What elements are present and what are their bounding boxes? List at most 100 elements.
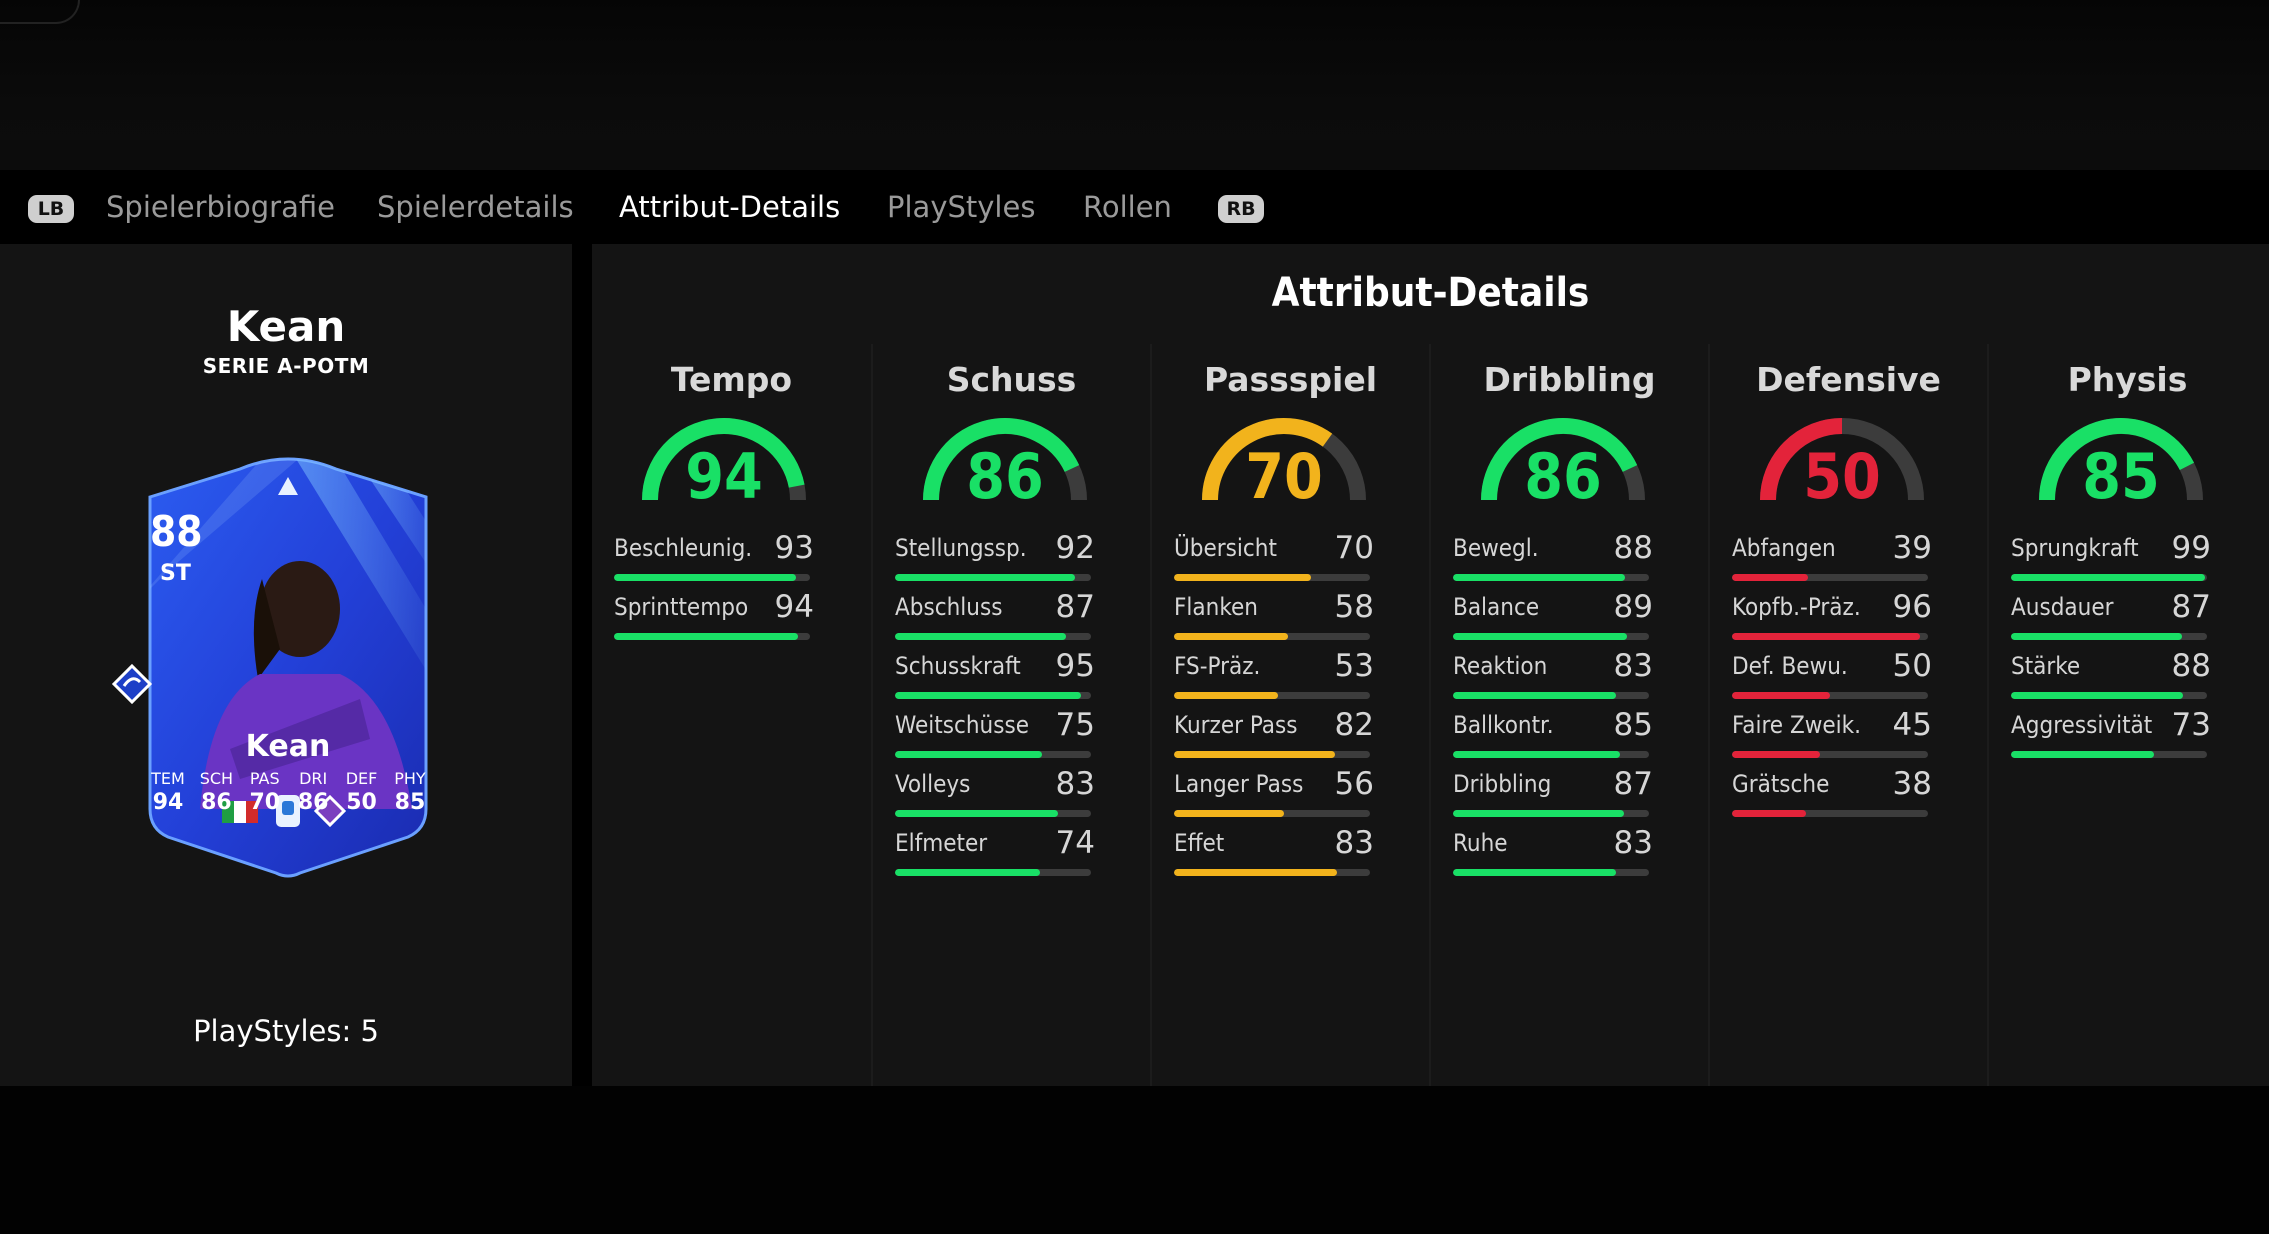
stat-value: 83 [1613, 825, 1653, 861]
stat-name: Langer Pass [1174, 770, 1304, 798]
stat-name: Ausdauer [2011, 593, 2114, 621]
stat-name: Volleys [895, 770, 971, 798]
stat-row: Kopfb.-Präz. 96 [1732, 589, 1932, 653]
card-stat-value: 50 [346, 790, 377, 815]
stat-row: Def. Bewu. 50 [1732, 648, 1932, 712]
stat-bar-fill [614, 574, 797, 581]
chemistry-badge-icon [112, 664, 152, 704]
stat-name: Def. Bewu. [1732, 652, 1848, 680]
stat-bar-track [1453, 574, 1649, 581]
stat-bar-fill [895, 692, 1082, 699]
stat-name: Kopfb.-Präz. [1732, 593, 1861, 621]
stat-name: Kurzer Pass [1174, 711, 1298, 739]
stat-row: Sprungkraft 99 [2011, 530, 2211, 594]
tab-spielerdetails[interactable]: Spielerdetails [377, 190, 574, 224]
tab-attribut-details[interactable]: Attribut-Details [619, 190, 841, 224]
tab-playstyles[interactable]: PlayStyles [887, 190, 1036, 224]
card-stat-value: 86 [201, 790, 232, 815]
stat-name: Beschleunig. [614, 534, 753, 562]
stat-bar-fill [1174, 869, 1337, 876]
lb-button[interactable]: LB [28, 195, 74, 223]
gauge-fill [923, 418, 1080, 501]
stat-bar-fill [1732, 751, 1821, 758]
stat-value: 53 [1334, 648, 1374, 684]
stat-row: Effet 83 [1174, 825, 1374, 889]
stat-name: Ballkontr. [1453, 711, 1554, 739]
player-card: 88 ST Kean TEM 94 SCH 86 PAS 70 DRI 86 DEF 50… [130, 449, 446, 879]
corner-decoration [0, 0, 80, 24]
stat-value: 70 [1334, 530, 1374, 566]
stat-bar-fill [1453, 869, 1616, 876]
attribute-column-tempo: Tempo 94 Beschleunig. 93 Sprinttempo 94 [592, 344, 871, 1086]
stat-row: Übersicht 70 [1174, 530, 1374, 594]
stat-bar-fill [1174, 751, 1335, 758]
stat-row: Reaktion 83 [1453, 648, 1653, 712]
stat-name: Schusskraft [895, 652, 1021, 680]
bottom-background [0, 1086, 2269, 1234]
stat-bar-fill [614, 633, 799, 640]
stat-bar-fill [1174, 692, 1278, 699]
card-position: ST [160, 561, 191, 586]
stat-bar-track [1453, 633, 1649, 640]
stat-row: Schusskraft 95 [895, 648, 1095, 712]
card-stat-label: PHY [394, 769, 426, 788]
gauge-value: 86 [1524, 440, 1602, 513]
stat-row: FS-Präz. 53 [1174, 648, 1374, 712]
stat-bar-track [1732, 692, 1928, 699]
stat-bar-track [1732, 751, 1928, 758]
stat-row: Elfmeter 74 [895, 825, 1095, 889]
stat-bar-fill [2011, 692, 2184, 699]
stat-row: Beschleunig. 93 [614, 530, 814, 594]
column-title: Defensive [1756, 360, 1941, 399]
tab-rollen[interactable]: Rollen [1083, 190, 1172, 224]
stat-value: 88 [2171, 648, 2211, 684]
stat-name: Sprinttempo [614, 593, 749, 621]
stat-bar-fill [2011, 574, 2206, 581]
stat-bar-track [1453, 869, 1649, 876]
card-stat: DRI 86 [289, 769, 337, 815]
stat-bar-track [1174, 751, 1370, 758]
player-panel: Kean SERIE A-POTM [0, 244, 572, 1086]
card-stat-label: DRI [299, 769, 328, 788]
attribute-column-schuss: Schuss 86 Stellungssp. 92 Abschluss 87 Schussk… [871, 344, 1150, 1086]
top-background [0, 0, 2269, 170]
stat-bar-track [1453, 692, 1649, 699]
card-stat-label: DEF [345, 769, 378, 788]
stat-name: FS-Präz. [1174, 652, 1261, 680]
gauge-arc [923, 418, 1087, 501]
stat-bar-track [2011, 633, 2207, 640]
player-subtitle: SERIE A-POTM [202, 354, 370, 378]
rb-button[interactable]: RB [1218, 195, 1264, 223]
stat-name: Faire Zweik. [1732, 711, 1862, 739]
stat-bar-fill [1174, 574, 1312, 581]
attribute-panel: Attribut-Details Tempo 94 Beschleunig. 93 Sp… [592, 244, 2269, 1086]
stat-value: 74 [1055, 825, 1095, 861]
stat-name: Stellungssp. [895, 534, 1027, 562]
stat-bar-fill [895, 751, 1042, 758]
stat-row: Volleys 83 [895, 766, 1095, 830]
gauge-fill [1481, 418, 1638, 501]
gauge-value: 94 [685, 440, 763, 513]
stat-value: 38 [1892, 766, 1932, 802]
stat-name: Abschluss [895, 593, 1003, 621]
gauge-fill [1760, 418, 1843, 501]
stat-value: 75 [1055, 707, 1095, 743]
stat-bar-fill [1453, 751, 1620, 758]
stat-name: Abfangen [1732, 534, 1836, 562]
stat-value: 58 [1334, 589, 1374, 625]
stat-name: Grätsche [1732, 770, 1830, 798]
gauge-fill [1202, 418, 1333, 501]
stat-row: Stellungssp. 92 [895, 530, 1095, 594]
stat-name: Dribbling [1453, 770, 1552, 798]
card-stat-value: 94 [152, 790, 184, 815]
stat-bar-track [1174, 692, 1370, 699]
attribute-column-passspiel: Passspiel 70 Übersicht 70 Flanken 58 FS-Präz. 5… [1150, 344, 1429, 1086]
panel-title: Attribut-Details [1271, 270, 1590, 316]
column-title: Schuss [946, 360, 1077, 399]
stat-row: Kurzer Pass 82 [1174, 707, 1374, 771]
stat-name: Stärke [2011, 652, 2081, 680]
stat-bar-fill [1732, 810, 1807, 817]
stat-value: 83 [1613, 648, 1653, 684]
stat-bar-track [895, 869, 1091, 876]
tab-spielerbiografie[interactable]: Spielerbiografie [106, 190, 335, 224]
